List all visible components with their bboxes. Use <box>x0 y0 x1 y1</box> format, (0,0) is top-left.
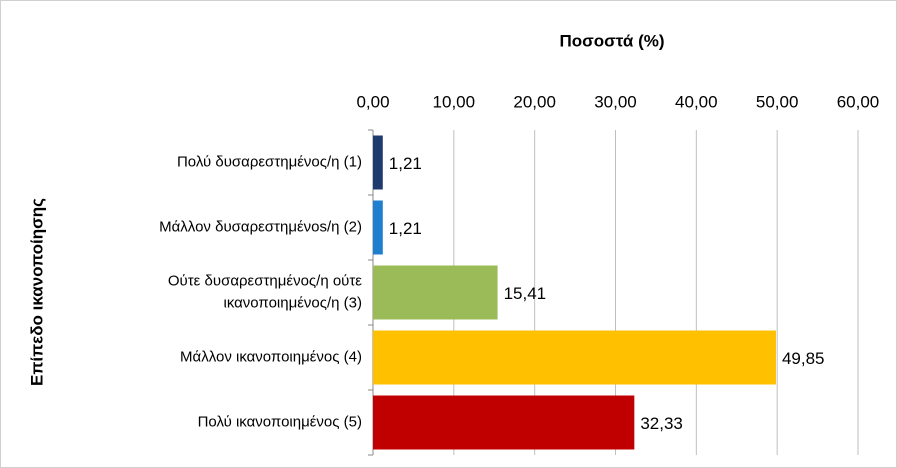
bar <box>373 265 498 320</box>
bar <box>373 330 776 385</box>
value-label: 32,33 <box>640 414 683 433</box>
x-tick-label: 40,00 <box>675 92 718 111</box>
x-tick-label: 10,00 <box>433 92 476 111</box>
y-tick-label: Μάλλον δυσαρεστημένοs/η (2) <box>159 218 362 235</box>
y-tick-label: Πολύ δυσαρεστημένος/η (1) <box>177 153 362 170</box>
x-tick-label: 50,00 <box>756 92 799 111</box>
value-label: 15,41 <box>504 284 547 303</box>
value-label: 49,85 <box>782 349 825 368</box>
bar <box>373 395 635 450</box>
bar <box>373 135 383 190</box>
x-tick-label: 30,00 <box>594 92 637 111</box>
value-label: 1,21 <box>389 154 422 173</box>
x-tick-label: 0,00 <box>356 92 389 111</box>
y-tick-label: Πολύ ικανοποιημένος (5) <box>198 413 362 430</box>
y-axis-title: Επίπεδο ικανοποίησης <box>27 198 46 386</box>
x-tick-label: 20,00 <box>513 92 556 111</box>
x-tick-label: 60,00 <box>837 92 880 111</box>
y-tick-label: Ούτε δυσαρεστημένος/η ούτε ικανοποιημένος… <box>168 272 362 311</box>
bar <box>373 200 383 255</box>
y-tick-label: Μάλλον ικανοποιημένος (4) <box>180 348 362 365</box>
value-label: 1,21 <box>389 219 422 238</box>
x-axis-title: Ποσοστά (%) <box>559 31 664 50</box>
